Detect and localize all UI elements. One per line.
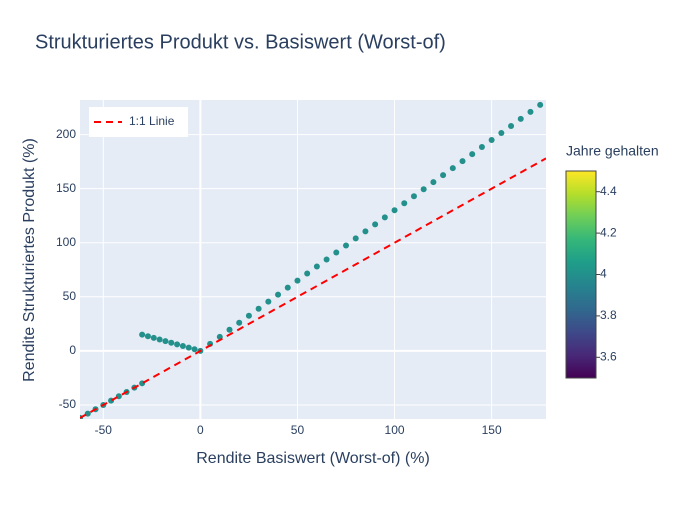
chart-title: Strukturiertes Produkt vs. Basiswert (Wo…: [35, 31, 446, 53]
scatter-point: [275, 291, 282, 298]
scatter-point: [185, 344, 192, 351]
scatter-point: [537, 101, 544, 108]
colorbar-tick-label: 4.2: [600, 225, 617, 239]
reference-line: [80, 157, 546, 419]
scatter-point: [459, 158, 466, 165]
scatter-point: [174, 341, 181, 348]
y-axis-title: Rendite Strukturiertes Produkt (%): [21, 138, 38, 382]
scatter-point: [284, 284, 291, 291]
scatter-point: [508, 122, 515, 129]
scatter-point: [488, 137, 495, 144]
y-tick-label: 50: [63, 289, 77, 303]
scatter-point: [343, 242, 350, 249]
scatter-point: [191, 346, 198, 353]
scatter-point: [255, 305, 262, 312]
scatter-point: [498, 129, 505, 136]
y-tick-label: -50: [59, 397, 77, 411]
plot-area: [80, 100, 546, 419]
x-tick-label: -50: [95, 423, 113, 437]
colorbar-tick-label: 4: [600, 267, 607, 281]
scatter-point: [469, 151, 476, 158]
scatter-point: [430, 179, 437, 186]
scatter-point: [313, 263, 320, 270]
x-axis-title: Rendite Basiswert (Worst-of) (%): [196, 450, 430, 467]
scatter-point: [372, 221, 379, 228]
scatter-point: [304, 270, 311, 277]
x-tick-label: 50: [291, 423, 305, 437]
scatter-point: [381, 214, 388, 221]
scatter-point: [226, 326, 233, 333]
scatter-point: [323, 256, 330, 263]
scatter-point: [449, 165, 456, 172]
y-tick-label: 150: [56, 181, 76, 195]
scatter-point: [294, 277, 301, 284]
scatter-point: [352, 235, 359, 242]
scatter-point: [517, 115, 524, 122]
scatter-point: [440, 172, 447, 179]
scatter-point: [168, 339, 175, 346]
scatter-point: [236, 319, 243, 326]
legend-label: 1:1 Linie: [129, 114, 175, 128]
x-tick-label: 0: [197, 423, 204, 437]
scatter-point: [478, 144, 485, 151]
colorbar: [565, 170, 597, 379]
scatter-point: [150, 334, 157, 341]
y-tick-label: 0: [69, 343, 76, 357]
scatter-point: [162, 338, 169, 345]
scatter-point: [144, 333, 151, 340]
scatter-point: [179, 343, 186, 350]
colorbar-tick-label: 3.6: [600, 349, 617, 363]
colorbar-title: Jahre gehalten: [566, 143, 659, 159]
colorbar-tick-label: 3.8: [600, 308, 617, 322]
scatter-point: [156, 336, 163, 343]
scatter-point: [410, 193, 417, 200]
scatter-point: [333, 249, 340, 256]
scatter-point: [420, 186, 427, 193]
colorbar-tick-label: 4.4: [600, 184, 617, 198]
x-tick-label: 150: [482, 423, 502, 437]
x-tick-label: 100: [385, 423, 405, 437]
y-tick-label: 200: [56, 127, 76, 141]
scatter-point: [391, 207, 398, 214]
scatter-point: [245, 312, 252, 319]
scatter-point: [362, 228, 369, 235]
legend-box: [89, 107, 188, 137]
scatter-point: [265, 298, 272, 305]
y-tick-label: 100: [56, 235, 76, 249]
scatter-point: [527, 108, 534, 115]
scatter-point: [401, 200, 408, 207]
scatter-point: [139, 331, 146, 338]
